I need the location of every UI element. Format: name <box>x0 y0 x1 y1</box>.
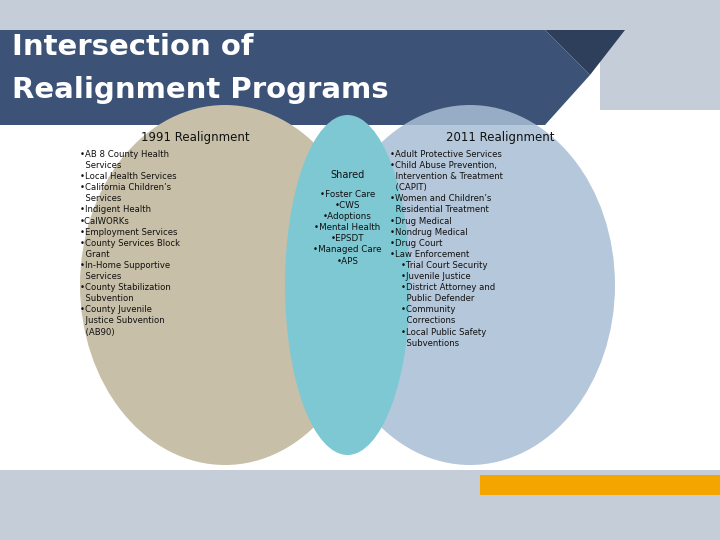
Polygon shape <box>0 30 590 125</box>
Polygon shape <box>0 470 720 485</box>
Text: Shared: Shared <box>330 170 364 180</box>
Polygon shape <box>480 475 720 495</box>
Text: Intersection of: Intersection of <box>12 33 253 61</box>
Text: •AB 8 County Health
  Services
•Local Health Services
•California Children’s
  S: •AB 8 County Health Services •Local Heal… <box>80 150 180 336</box>
Ellipse shape <box>80 105 370 465</box>
Polygon shape <box>600 0 720 110</box>
Polygon shape <box>0 0 720 30</box>
Text: 1991 Realignment: 1991 Realignment <box>140 131 249 144</box>
Text: Realignment Programs: Realignment Programs <box>12 76 389 104</box>
FancyBboxPatch shape <box>0 475 720 540</box>
Polygon shape <box>545 30 625 75</box>
Text: 2011 Realignment: 2011 Realignment <box>446 131 554 144</box>
Text: •Foster Care
•CWS
•Adoptions
•Mental Health
•EPSDT
•Managed Care
•APS: •Foster Care •CWS •Adoptions •Mental Hea… <box>313 190 382 266</box>
Ellipse shape <box>325 105 615 465</box>
Polygon shape <box>560 0 720 110</box>
Polygon shape <box>0 485 720 540</box>
Text: •Adult Protective Services
•Child Abuse Prevention,
  Intervention & Treatment
 : •Adult Protective Services •Child Abuse … <box>390 150 503 348</box>
Ellipse shape <box>285 115 410 455</box>
